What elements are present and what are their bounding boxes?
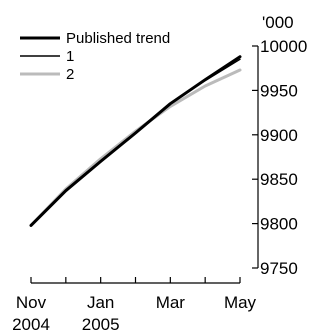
y-tick-label: 9900 [260, 126, 298, 145]
x-tick-year-label: 2005 [82, 315, 120, 334]
legend-label: 1 [66, 48, 74, 65]
x-tick-year-label: 2004 [12, 315, 50, 334]
x-tick-label: Nov [16, 293, 47, 312]
legend-label: 2 [66, 66, 74, 83]
y-tick-label: 9800 [260, 215, 298, 234]
y-tick-label: 9850 [260, 170, 298, 189]
x-tick-label: Jan [87, 293, 114, 312]
y-tick-label: 9950 [260, 81, 298, 100]
legend-label: Published trend [66, 30, 170, 47]
series-line-3 [29, 68, 242, 227]
series-layer [29, 55, 242, 227]
y-tick-label: 9750 [260, 259, 298, 278]
series-line-2 [30, 58, 241, 227]
x-tick-label: May [224, 293, 257, 312]
y-unit-label: '000 [262, 13, 294, 32]
series-line-1 [29, 55, 242, 227]
axes: 9750 9800 9850 9900 9950 10000 Nov 2004 Jan 2005 M… [12, 37, 307, 334]
x-tick-label: Mar [156, 293, 186, 312]
y-tick-label: 10000 [260, 37, 307, 56]
